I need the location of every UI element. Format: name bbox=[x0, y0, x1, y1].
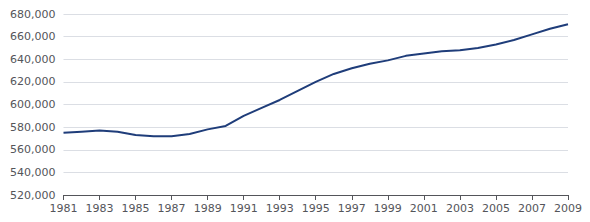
svg-text:520,000: 520,000 bbox=[10, 189, 56, 202]
svg-text:1985: 1985 bbox=[122, 202, 150, 215]
svg-text:1983: 1983 bbox=[86, 202, 114, 215]
svg-text:2009: 2009 bbox=[554, 202, 582, 215]
svg-text:580,000: 580,000 bbox=[10, 121, 56, 134]
svg-text:2001: 2001 bbox=[410, 202, 438, 215]
svg-text:1999: 1999 bbox=[374, 202, 402, 215]
svg-text:1989: 1989 bbox=[194, 202, 222, 215]
svg-text:1993: 1993 bbox=[266, 202, 294, 215]
svg-text:2007: 2007 bbox=[518, 202, 546, 215]
svg-text:600,000: 600,000 bbox=[10, 98, 56, 111]
svg-text:1997: 1997 bbox=[338, 202, 366, 215]
svg-text:660,000: 660,000 bbox=[10, 30, 56, 43]
svg-text:2005: 2005 bbox=[482, 202, 510, 215]
svg-text:1995: 1995 bbox=[302, 202, 330, 215]
svg-text:1987: 1987 bbox=[158, 202, 186, 215]
svg-text:560,000: 560,000 bbox=[10, 143, 56, 156]
svg-text:1981: 1981 bbox=[49, 202, 77, 215]
svg-text:2003: 2003 bbox=[446, 202, 474, 215]
svg-text:640,000: 640,000 bbox=[10, 53, 56, 66]
svg-text:1991: 1991 bbox=[230, 202, 258, 215]
svg-text:540,000: 540,000 bbox=[10, 166, 56, 179]
svg-text:620,000: 620,000 bbox=[10, 75, 56, 88]
svg-text:680,000: 680,000 bbox=[10, 8, 56, 21]
